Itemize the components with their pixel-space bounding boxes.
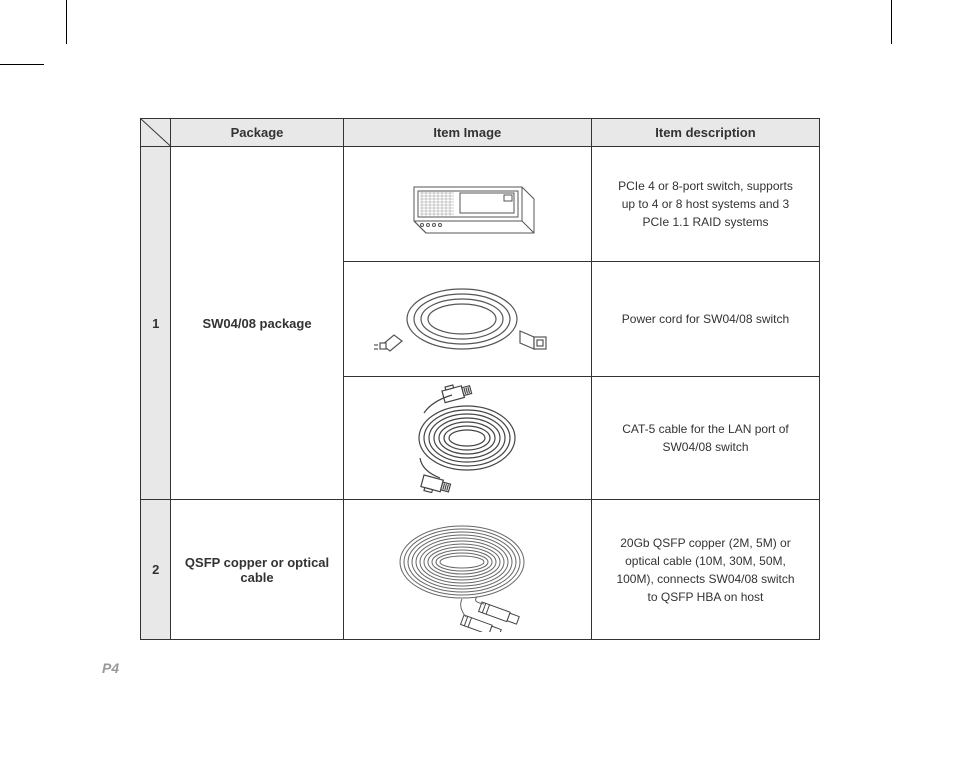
header-package: Package <box>171 119 343 147</box>
item-description: Power cord for SW04/08 switch <box>591 262 819 377</box>
item-image-powercord <box>343 262 591 377</box>
table-row: 2 QSFP copper or optical cable <box>141 500 820 640</box>
page-number: P4 <box>102 660 119 676</box>
crop-mark <box>891 0 892 44</box>
row-number: 1 <box>141 147 171 500</box>
package-name: QSFP copper or optical cable <box>171 500 343 640</box>
corner-header <box>141 119 171 147</box>
page-content: Package Item Image Item description 1 SW… <box>140 118 820 640</box>
table-row: 1 SW04/08 package <box>141 147 820 262</box>
item-image-qsfp <box>343 500 591 640</box>
item-image-cat5 <box>343 377 591 500</box>
item-description: 20Gb QSFP copper (2M, 5M) or optical cab… <box>591 500 819 640</box>
item-image-switch <box>343 147 591 262</box>
header-image: Item Image <box>343 119 591 147</box>
header-description: Item description <box>591 119 819 147</box>
powercord-icon <box>372 269 562 369</box>
item-description: PCIe 4 or 8-port switch, supports up to … <box>591 147 819 262</box>
qsfp-icon <box>372 507 562 632</box>
crop-mark <box>0 64 44 65</box>
crop-mark <box>66 0 67 44</box>
cat5-icon <box>382 383 552 493</box>
row-number: 2 <box>141 500 171 640</box>
switch-icon <box>382 159 552 249</box>
package-table: Package Item Image Item description 1 SW… <box>140 118 820 640</box>
package-name: SW04/08 package <box>171 147 343 500</box>
item-description: CAT-5 cable for the LAN port of SW04/08 … <box>591 377 819 500</box>
